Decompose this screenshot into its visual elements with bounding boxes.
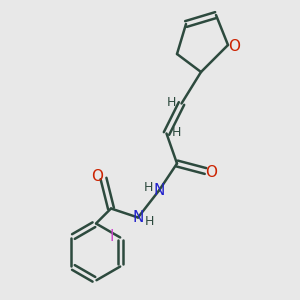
Text: H: H (171, 125, 181, 139)
Text: H: H (144, 181, 153, 194)
Text: N: N (132, 210, 144, 225)
Text: H: H (145, 214, 154, 228)
Text: O: O (228, 39, 240, 54)
Text: O: O (91, 169, 103, 184)
Text: N: N (153, 183, 165, 198)
Text: I: I (110, 229, 114, 244)
Text: H: H (167, 95, 177, 109)
Text: O: O (206, 165, 218, 180)
